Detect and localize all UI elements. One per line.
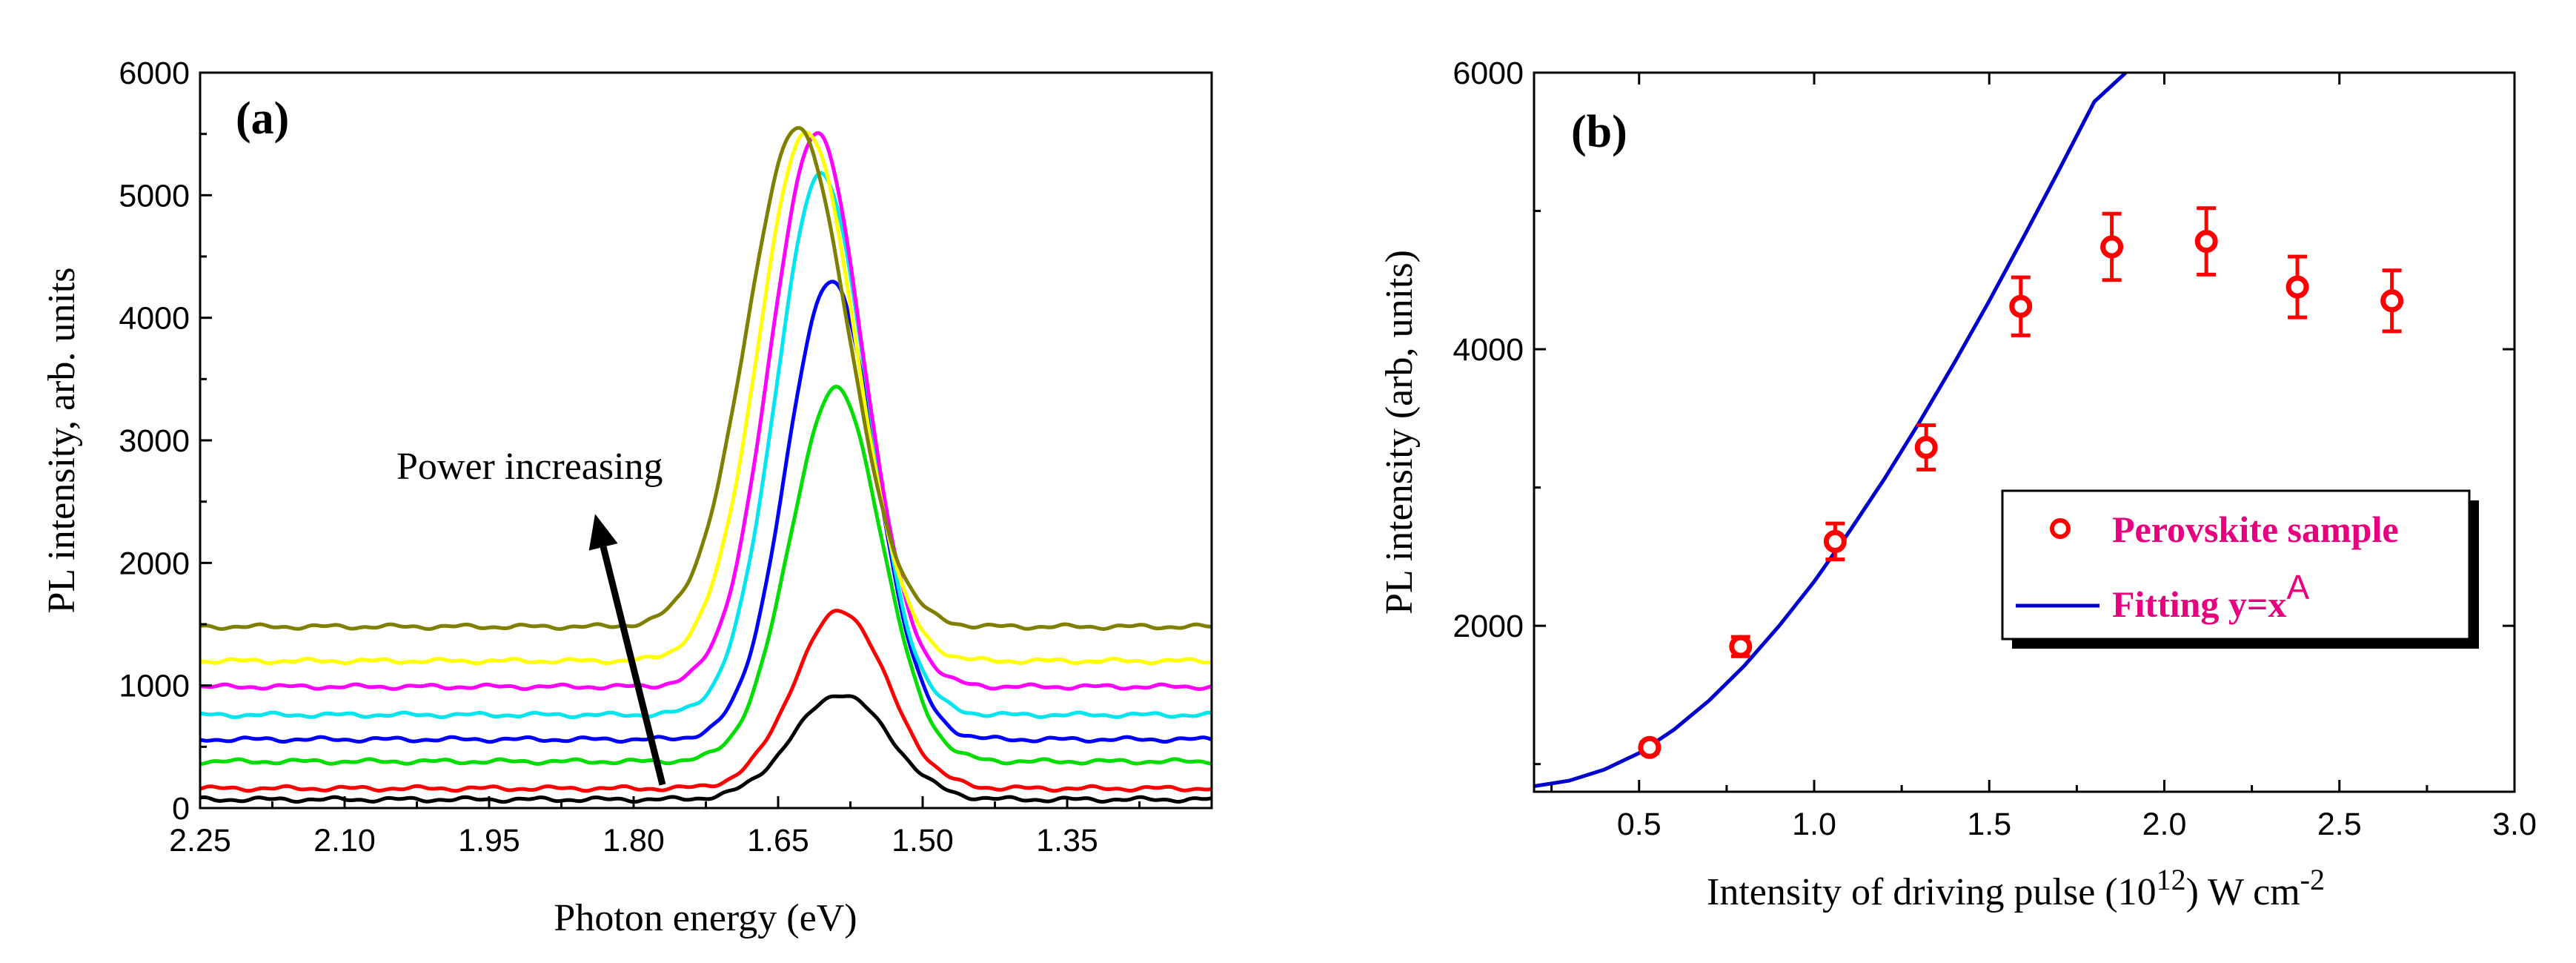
x-tick-label-b: 0.5: [1617, 807, 1662, 842]
spectra-curves: [199, 126, 1212, 804]
legend-marker-perovskite: [2050, 518, 2071, 539]
x-tick-label-b: 2.0: [2142, 807, 2187, 842]
annotation-text: Power increasing: [396, 446, 663, 488]
spectrum-curve-5: [199, 171, 1212, 720]
data-point: [2100, 235, 2124, 259]
y-tick-label-a: 0: [172, 791, 190, 827]
fit-curve: [1534, 73, 2128, 788]
y-tick-label-a: 5000: [119, 178, 190, 214]
x-tick-label-b: 1.5: [1967, 807, 2011, 842]
spectrum-curve-4: [199, 279, 1212, 744]
panel-label-b: (b): [1571, 107, 1627, 157]
x-tick-label-a: 1.35: [1036, 823, 1098, 858]
x-axis-label-b-sup2: -2: [2300, 863, 2325, 896]
y-tick-label-b: 6000: [1453, 56, 1524, 91]
y-axis-ticks-a: 0 1000 2000 3000 4000 5000 6000: [119, 56, 212, 827]
y-axis-label-b: PL intensity (arb, units): [1378, 250, 1421, 615]
plot-frame-b: [1533, 71, 2516, 793]
legend-label-perovskite: Perovskite sample: [2112, 509, 2399, 550]
x-tick-label-a: 1.50: [892, 823, 954, 858]
data-point: [1914, 436, 1938, 460]
y-tick-label-a: 4000: [119, 301, 190, 337]
data-point: [1638, 735, 1662, 759]
y-axis-label-a: PL intensity, arb. units: [41, 267, 83, 613]
x-tick-label-b: 3.0: [2492, 807, 2537, 842]
legend: Perovskite sample Fitting y=xA: [2001, 489, 2479, 649]
data-points: [1638, 206, 2404, 759]
x-tick-label-a: 2.25: [169, 823, 231, 858]
data-point: [2194, 230, 2218, 254]
data-point: [2285, 275, 2309, 299]
x-axis-label-b-sup: 12: [2157, 863, 2186, 896]
data-point: [1729, 635, 1753, 658]
annotation-arrow: [600, 546, 666, 786]
y-axis-ticks-b: 2000 4000 6000: [1453, 56, 2514, 766]
spectrum-curve-6: [199, 131, 1212, 692]
panel-b-pl-vs-intensity-chart: 0.5 1.0 1.5 2.0 2.5 3.0 2000 4000 6000 (b) Pero…: [1378, 56, 2537, 913]
x-tick-label-b: 1.0: [1792, 807, 1836, 842]
panel-label-a: (a): [236, 93, 289, 144]
legend-label-fit-sup: A: [2286, 568, 2309, 606]
x-tick-label-b: 2.5: [2317, 807, 2362, 842]
y-tick-label-a: 2000: [119, 546, 190, 581]
data-point: [2380, 289, 2404, 313]
x-axis-label-b: Intensity of driving pulse (1012) W cm-2: [1707, 863, 2325, 913]
x-axis-label-b-mid: ) W cm: [2186, 871, 2300, 913]
panel-a-pl-spectra-chart: 2.25 2.10 1.95 1.80 1.65 1.50 1.35 0 1000 2000 30…: [41, 56, 1213, 939]
data-point: [2009, 294, 2033, 318]
legend-label-fit-text: Fitting y=x: [2112, 583, 2286, 625]
data-point: [1823, 529, 1847, 553]
y-tick-label-b: 2000: [1453, 609, 1524, 644]
legend-label-fit: Fitting y=xA: [2112, 568, 2309, 625]
spectrum-curve-2: [199, 609, 1212, 793]
x-axis-ticks-a: 2.25 2.10 1.95 1.80 1.65 1.50 1.35: [169, 796, 1141, 858]
spectrum-curve-1: [199, 694, 1212, 804]
x-tick-label-a: 1.65: [747, 823, 809, 858]
spectrum-curve-7: [199, 130, 1212, 666]
x-axis-label-b-main: Intensity of driving pulse (10: [1707, 871, 2157, 913]
x-tick-label-a: 1.80: [602, 823, 665, 858]
y-tick-label-b: 4000: [1453, 332, 1524, 368]
annotation-arrow-head: [588, 514, 618, 551]
x-tick-label-a: 2.10: [313, 823, 376, 858]
legend-box: [2001, 489, 2471, 641]
y-tick-label-a: 6000: [119, 56, 190, 91]
spectrum-curve-8: [199, 126, 1212, 632]
spectrum-curve-3: [199, 384, 1212, 767]
y-tick-label-a: 3000: [119, 423, 190, 459]
x-axis-label-a: Photon energy (eV): [554, 897, 857, 939]
x-tick-label-a: 1.95: [458, 823, 520, 858]
y-tick-label-a: 1000: [119, 669, 190, 704]
x-axis-ticks-b: 0.5 1.0 1.5 2.0 2.5 3.0: [1550, 73, 2537, 842]
